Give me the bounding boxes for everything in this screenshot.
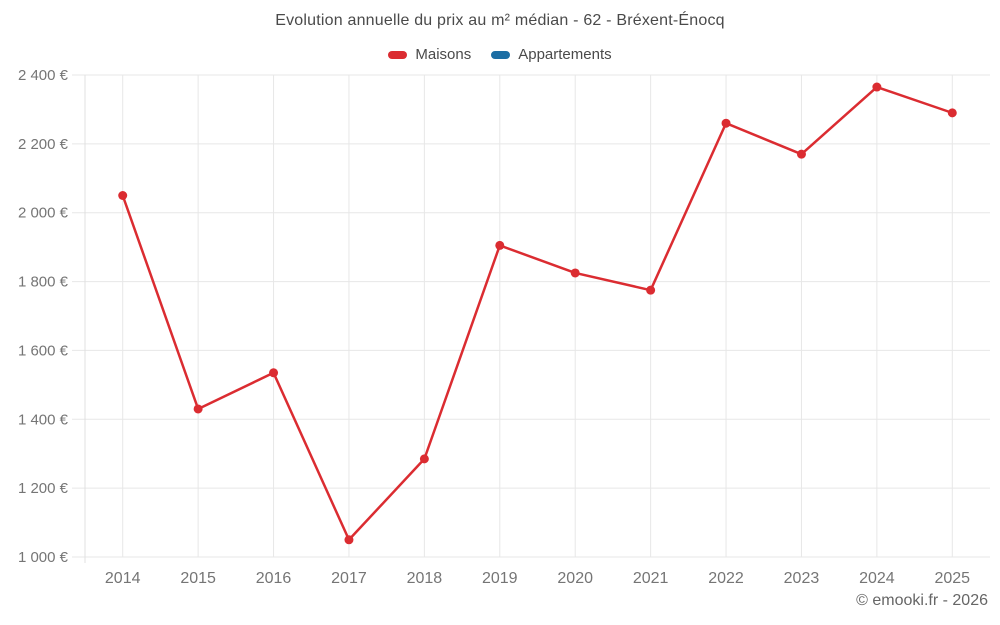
svg-text:2020: 2020: [557, 570, 593, 587]
svg-text:2018: 2018: [407, 570, 443, 587]
legend-item-maisons[interactable]: Maisons: [388, 46, 471, 63]
legend-label-appartements: Appartements: [518, 46, 612, 63]
chart-legend: Maisons Appartements: [0, 46, 1000, 63]
legend-item-appartements[interactable]: Appartements: [491, 46, 612, 63]
svg-text:1 000 €: 1 000 €: [18, 549, 69, 566]
appartements-series-swatch-icon: [491, 50, 511, 59]
svg-text:2025: 2025: [934, 570, 970, 587]
svg-text:2023: 2023: [784, 570, 820, 587]
svg-text:2017: 2017: [331, 570, 367, 587]
svg-text:2022: 2022: [708, 570, 744, 587]
svg-text:2021: 2021: [633, 570, 669, 587]
svg-text:2014: 2014: [105, 570, 141, 587]
chart-title: Evolution annuelle du prix au m² médian …: [275, 12, 725, 29]
maisons-series-swatch-icon: [388, 50, 408, 59]
svg-text:2 400 €: 2 400 €: [18, 67, 69, 84]
svg-text:1 600 €: 1 600 €: [18, 342, 69, 359]
svg-text:2 000 €: 2 000 €: [18, 205, 69, 222]
svg-text:1 200 €: 1 200 €: [18, 480, 69, 497]
svg-text:2024: 2024: [859, 570, 895, 587]
svg-text:2019: 2019: [482, 570, 518, 587]
svg-text:2015: 2015: [180, 570, 216, 587]
svg-text:1 800 €: 1 800 €: [18, 274, 69, 291]
svg-text:2 200 €: 2 200 €: [18, 136, 69, 153]
svg-text:2016: 2016: [256, 570, 292, 587]
legend-label-maisons: Maisons: [415, 46, 472, 63]
svg-text:1 400 €: 1 400 €: [18, 411, 69, 428]
copyright-footer: © emooki.fr - 2026: [856, 592, 988, 609]
